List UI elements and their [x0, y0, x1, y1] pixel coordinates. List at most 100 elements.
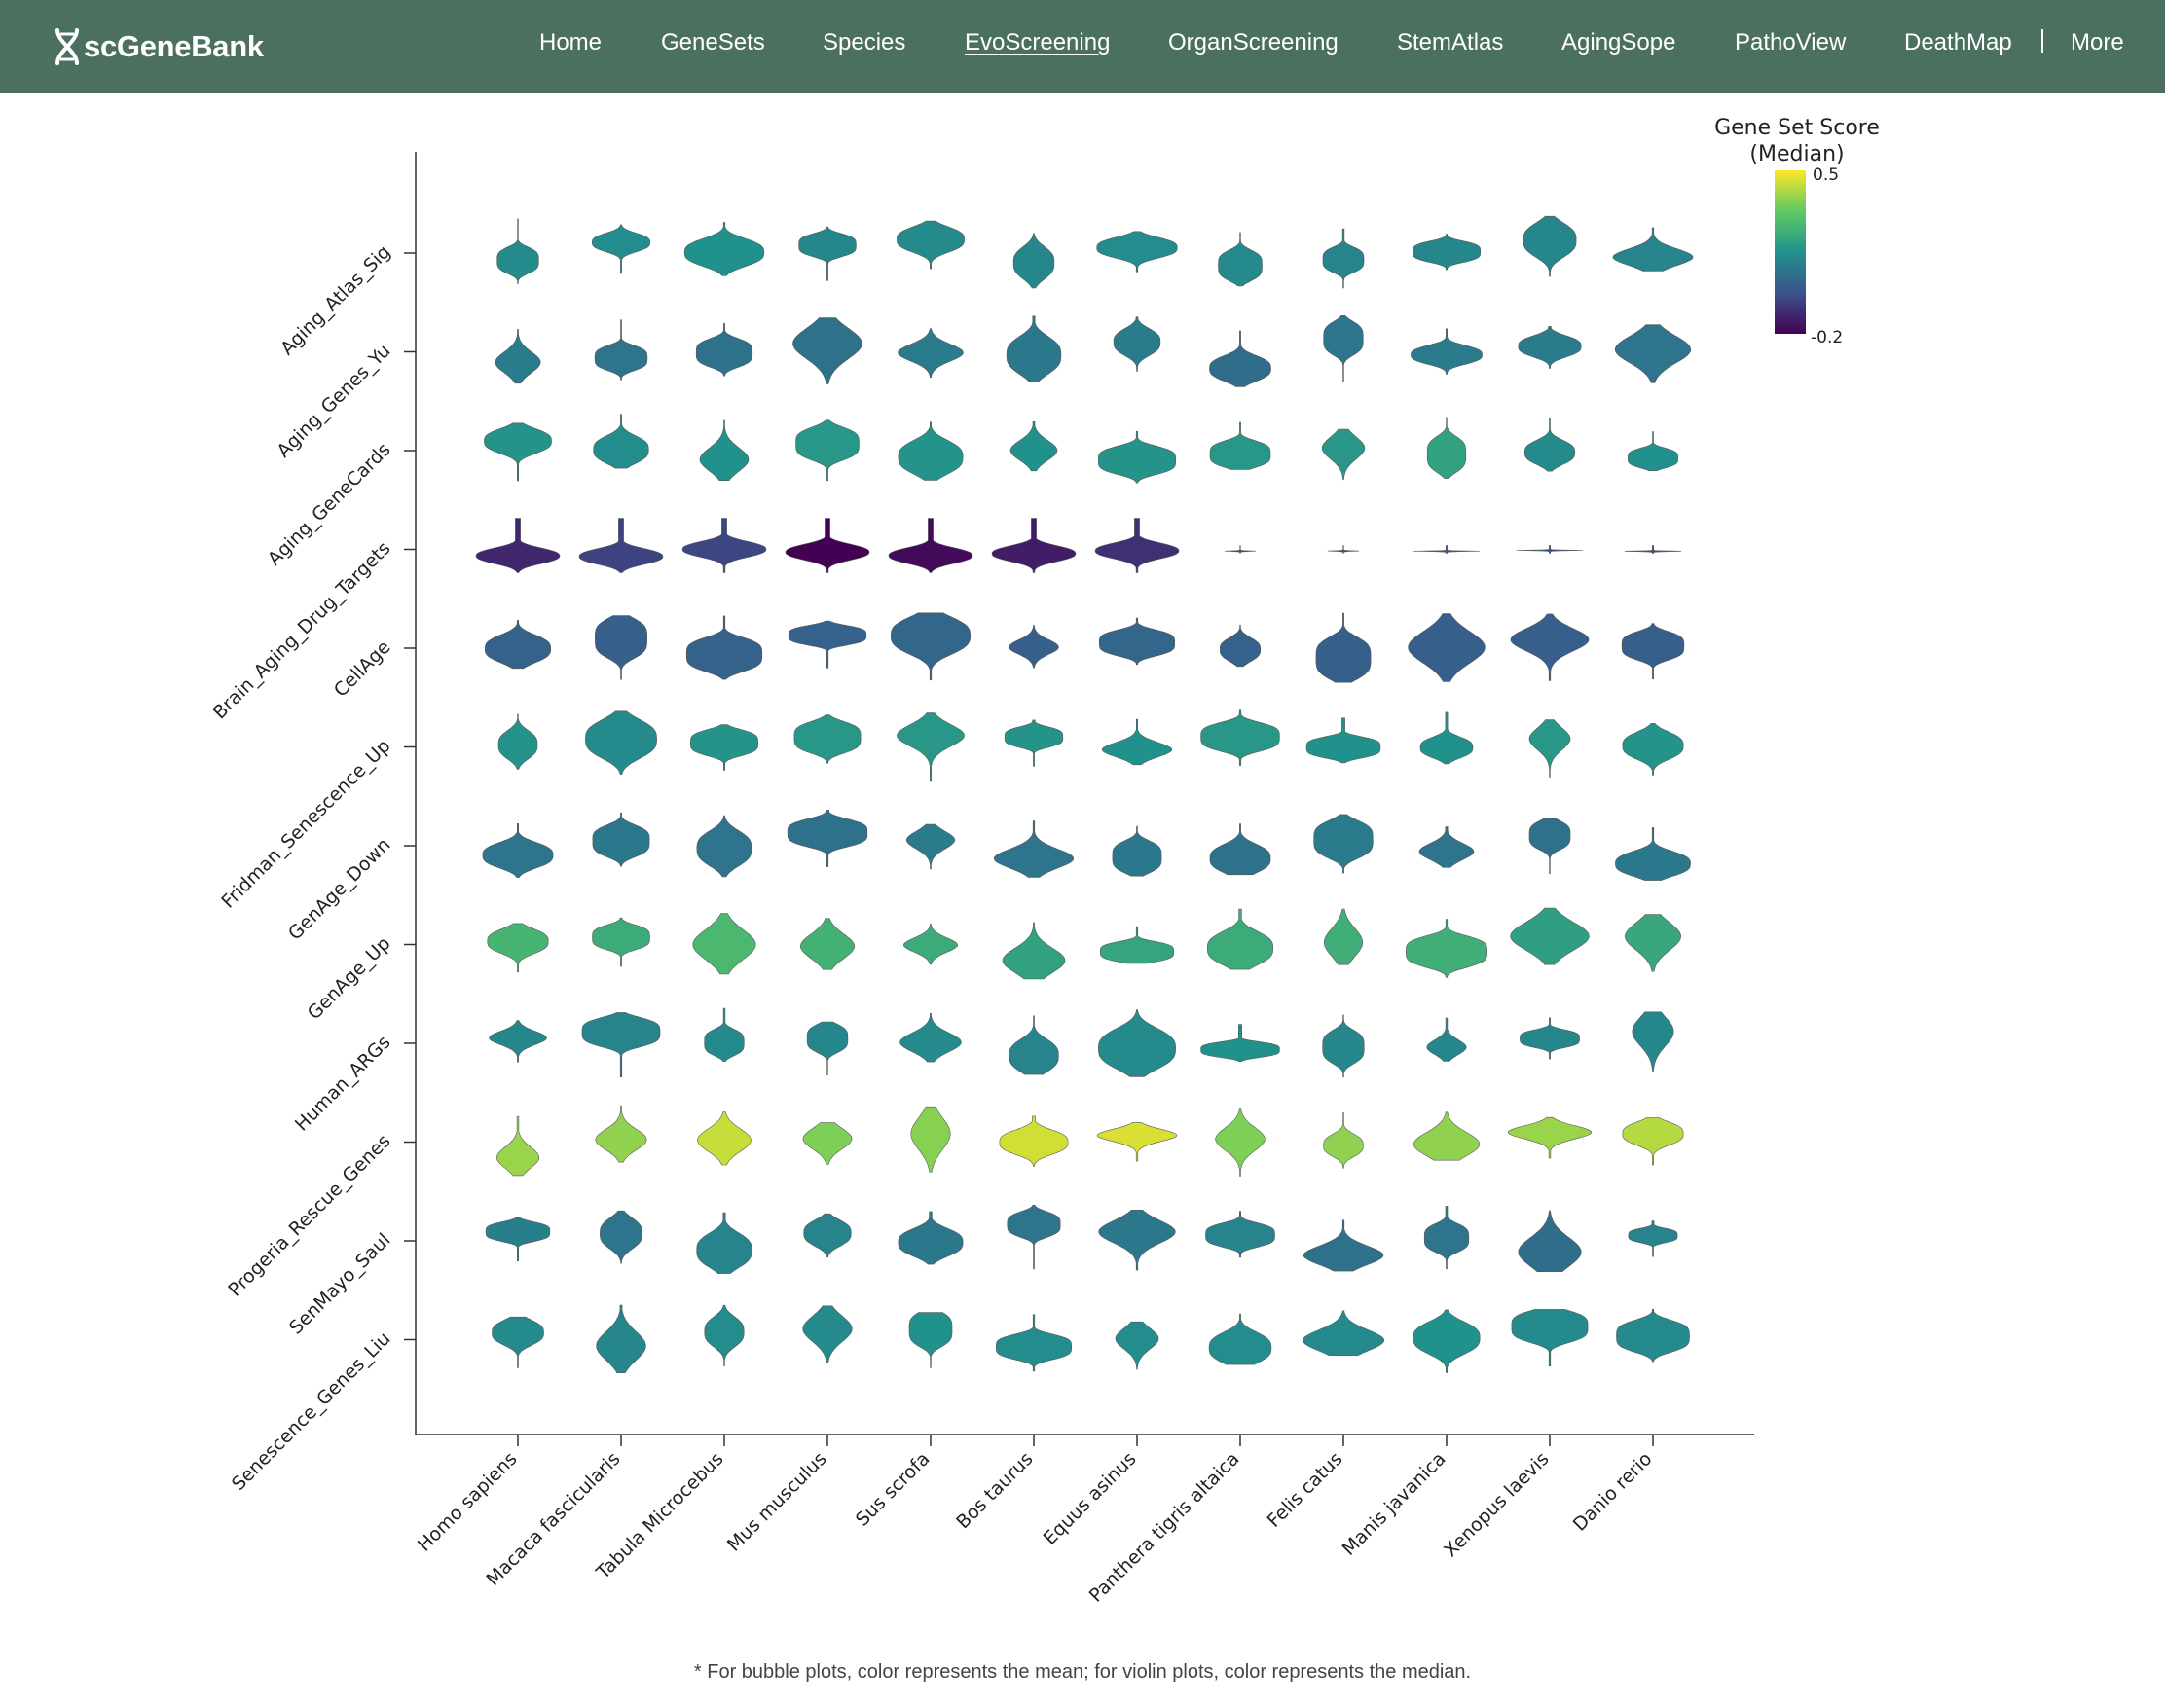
violin-senmayo-saul-bos-taurus: [1007, 1205, 1061, 1270]
violin-genage-down-tabula-microcebus: [696, 815, 752, 878]
violin-human-args-sus-scrofa: [899, 1013, 962, 1063]
violin-genage-down-panthera-tigris-altaica: [1209, 823, 1271, 876]
violin-aging-atlas-sig-macaca-fascicularis: [592, 224, 650, 274]
violin-progeria-rescue-genes-equus-asinus: [1096, 1122, 1178, 1162]
violin-senescence-genes-liu-sus-scrofa: [908, 1312, 953, 1368]
violin-fridman-senescence-up-manis-javanica: [1419, 711, 1474, 765]
x-tick-label: Felis catus: [1264, 1448, 1347, 1532]
violin-genage-up-bos-taurus: [1002, 922, 1066, 980]
violin-senmayo-saul-danio-rerio: [1628, 1220, 1678, 1257]
violin-brain-aging-drug-targets-tabula-microcebus: [681, 518, 767, 573]
violin-genage-up-danio-rerio: [1624, 914, 1682, 972]
x-tick-label: Danio rerio: [1569, 1448, 1657, 1536]
violin-senmayo-saul-manis-javanica: [1423, 1206, 1470, 1270]
violin-aging-genes-yu-equus-asinus: [1113, 316, 1161, 372]
violin-aging-atlas-sig-sus-scrofa: [897, 220, 965, 270]
violin-human-args-bos-taurus: [1009, 1015, 1059, 1075]
nav-more[interactable]: More: [2071, 29, 2124, 55]
violin-senescence-genes-liu-homo-sapiens: [492, 1316, 544, 1368]
violin-cellage-panthera-tigris-altaica: [1220, 624, 1261, 668]
violin-fridman-senescence-up-tabula-microcebus: [690, 724, 758, 771]
violin-genage-up-felis-catus: [1323, 908, 1364, 965]
violin-aging-genecards-bos-taurus: [1009, 421, 1058, 472]
violin-genage-down-homo-sapiens: [482, 823, 554, 878]
x-tick-label: Bos taurus: [952, 1448, 1037, 1533]
colorbar-legend: Gene Set Score (Median) 0.5 -0.2: [1714, 116, 1880, 347]
violin-cellage-xenopus-laevis: [1510, 613, 1590, 681]
nav-agingsope[interactable]: AgingSope: [1561, 29, 1676, 55]
violin-aging-genes-yu-tabula-microcebus: [695, 323, 753, 377]
violin-senmayo-saul-equus-asinus: [1098, 1210, 1176, 1271]
violin-genage-down-felis-catus: [1313, 814, 1374, 874]
violin-genage-down-danio-rerio: [1615, 827, 1691, 881]
nav-evoscreening[interactable]: EvoScreening: [965, 29, 1111, 55]
violin-genage-down-equus-asinus: [1112, 825, 1162, 877]
violin-cellage-macaca-fascicularis: [595, 615, 647, 680]
chart-axes: [415, 152, 1754, 1435]
violin-fridman-senescence-up-equus-asinus: [1101, 718, 1173, 766]
violin-genage-down-sus-scrofa: [905, 823, 956, 870]
violin-human-args-macaca-fascicularis: [581, 1012, 661, 1077]
violin-genage-up-xenopus-laevis: [1510, 907, 1590, 965]
colorbar-gradient: [1775, 170, 1806, 334]
violin-genage-down-mus-musculus: [787, 810, 868, 867]
violin-fridman-senescence-up-felis-catus: [1305, 717, 1381, 764]
violin-senmayo-saul-panthera-tigris-altaica: [1205, 1211, 1275, 1258]
nav-organscreening[interactable]: OrganScreening: [1168, 29, 1339, 55]
violin-human-args-tabula-microcebus: [704, 1007, 745, 1062]
violin-cellage-manis-javanica: [1408, 613, 1486, 682]
nav-deathmap[interactable]: DeathMap: [1904, 29, 2012, 55]
violin-brain-aging-drug-targets-bos-taurus: [991, 518, 1077, 573]
violin-fridman-senescence-up-sus-scrofa: [897, 712, 965, 782]
violin-senmayo-saul-sus-scrofa: [898, 1211, 964, 1265]
violin-aging-atlas-sig-manis-javanica: [1413, 234, 1481, 271]
violin-senescence-genes-liu-mus-musculus: [802, 1305, 853, 1363]
violin-aging-atlas-sig-danio-rerio: [1612, 227, 1694, 272]
violin-brain-aging-drug-targets-xenopus-laevis: [1516, 545, 1584, 554]
y-tick-label: CellAge: [330, 636, 395, 702]
violin-progeria-rescue-genes-homo-sapiens: [495, 1115, 540, 1177]
y-tick-label: GenAge_Down: [284, 834, 395, 945]
brand-name: scGeneBank: [84, 29, 264, 63]
nav-species[interactable]: Species: [823, 29, 906, 55]
nav-stematlas[interactable]: StemAtlas: [1397, 29, 1504, 55]
violin-aging-atlas-sig-xenopus-laevis: [1523, 215, 1577, 277]
violin-senescence-genes-liu-bos-taurus: [996, 1314, 1072, 1372]
violin-aging-genes-yu-manis-javanica: [1411, 328, 1483, 375]
violin-aging-genecards-sus-scrofa: [898, 421, 964, 481]
violin-human-args-felis-catus: [1322, 1014, 1365, 1078]
y-tick-label: Human_ARGs: [291, 1032, 395, 1136]
violin-aging-genecards-danio-rerio: [1628, 431, 1678, 471]
violin-human-args-manis-javanica: [1426, 1017, 1467, 1062]
violin-progeria-rescue-genes-sus-scrofa: [910, 1106, 951, 1173]
nav-home[interactable]: Home: [539, 29, 603, 55]
brand-logo[interactable]: scGeneBank: [55, 19, 264, 74]
colorbar-title-line1: Gene Set Score: [1714, 116, 1880, 140]
colorbar-max-label: 0.5: [1813, 165, 1839, 185]
x-tick-label: Equus asinus: [1040, 1448, 1141, 1549]
violin-aging-genes-yu-macaca-fascicularis: [594, 319, 648, 381]
nav-genesets[interactable]: GeneSets: [661, 29, 765, 55]
violin-aging-atlas-sig-mus-musculus: [798, 226, 857, 281]
violin-brain-aging-drug-targets-equus-asinus: [1094, 518, 1180, 573]
violin-genage-down-manis-javanica: [1418, 826, 1475, 868]
violin-fridman-senescence-up-bos-taurus: [1004, 719, 1064, 767]
violin-progeria-rescue-genes-danio-rerio: [1622, 1117, 1684, 1166]
nav-pathoview[interactable]: PathoView: [1735, 29, 1847, 55]
violin-senescence-genes-liu-felis-catus: [1303, 1310, 1384, 1356]
violin-cellage-felis-catus: [1315, 612, 1372, 683]
violin-human-args-equus-asinus: [1098, 1009, 1176, 1077]
x-tick-label: Homo sapiens: [414, 1448, 522, 1556]
violin-senmayo-saul-macaca-fascicularis: [600, 1210, 642, 1264]
violin-fridman-senescence-up-mus-musculus: [793, 714, 862, 764]
violin-cellage-equus-asinus: [1099, 617, 1175, 666]
y-tick-label: Fridman_Senescence_Up: [217, 735, 394, 912]
violin-cellage-mus-musculus: [788, 620, 867, 669]
violin-human-args-xenopus-laevis: [1520, 1017, 1580, 1060]
x-tick-label: Mus musculus: [723, 1448, 831, 1556]
violin-brain-aging-drug-targets-mus-musculus: [785, 518, 870, 573]
y-tick-label: Progeria_Rescue_Genes: [224, 1130, 394, 1300]
violin-senescence-genes-liu-panthera-tigris-altaica: [1208, 1313, 1272, 1365]
violin-aging-atlas-sig-bos-taurus: [1012, 233, 1055, 289]
